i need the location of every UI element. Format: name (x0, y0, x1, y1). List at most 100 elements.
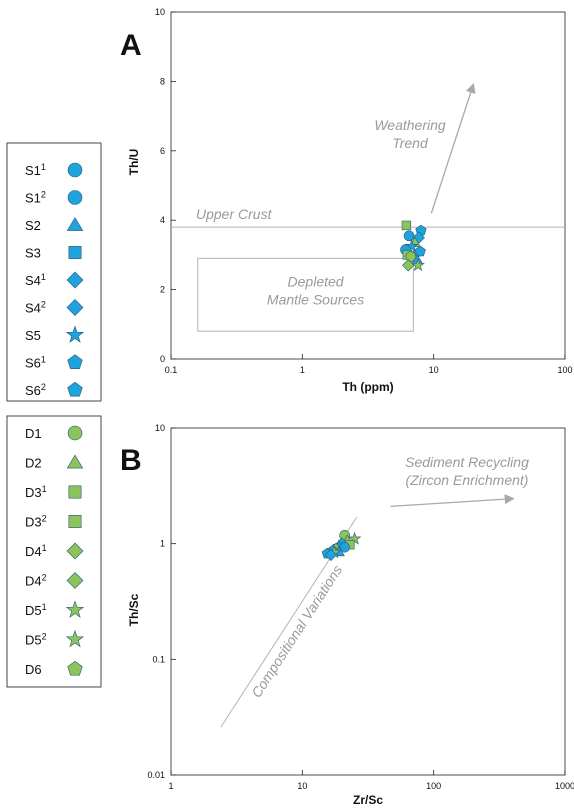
legend-item-label: S2 (25, 218, 41, 233)
legend-marker-circle (67, 425, 83, 441)
legend-marker-triangle (66, 217, 84, 231)
plot-a-ylabel: Th/U (127, 149, 141, 176)
legend-marker-diamond (66, 542, 84, 560)
upper-crust-label: Upper Crust (196, 206, 273, 222)
legend-marker-circle (67, 190, 83, 205)
legend-item-label: D51 (25, 602, 47, 618)
legend-item: S11 (25, 162, 83, 178)
legend-item: D42 (25, 572, 84, 589)
legend-item: D2 (25, 454, 84, 471)
plot-b-frame (170, 427, 566, 776)
weathering-trend-arrow (430, 82, 476, 214)
plot-b-xlabel: Zr/Sc (353, 793, 383, 807)
data-point-star (347, 531, 362, 545)
y-tick-label: 0.1 (152, 654, 165, 664)
legend-item-label: D6 (25, 662, 42, 677)
weathering-label-line1: Weathering (374, 117, 446, 133)
x-tick-label: 10 (429, 365, 439, 375)
legend-marker-star (65, 629, 85, 648)
legend-item: S5 (25, 325, 85, 343)
legend-marker-diamond (66, 572, 84, 589)
y-tick-label: 0.01 (147, 770, 165, 780)
data-point-diamond (324, 548, 338, 562)
legend-item: D52 (25, 629, 85, 648)
legend-item: S62 (25, 381, 83, 398)
depleted-label-line2: Mantle Sources (267, 291, 364, 307)
data-point-star (404, 239, 419, 253)
legend-item-label: D42 (25, 573, 47, 589)
y-tick-label: 6 (160, 146, 165, 156)
recycling-label-line2: (Zircon Enrichment) (406, 472, 529, 488)
x-tick-label: 1 (300, 365, 305, 375)
plot-a-xlabel: Th (ppm) (342, 380, 393, 394)
legend-marker-pentagon (67, 381, 83, 397)
data-point-star (411, 258, 425, 272)
legend-item-label: D2 (25, 456, 42, 471)
x-tick-label: 10 (297, 781, 307, 791)
weathering-label-line2: Trend (392, 135, 429, 151)
legend-item-label: S3 (25, 246, 41, 261)
legend-d-box (6, 415, 102, 688)
legend-marker-square (68, 485, 82, 499)
legend-item-label: D32 (25, 514, 47, 530)
legend-item-label: S11 (25, 162, 46, 178)
legend-item-label: S5 (25, 328, 41, 343)
legend-item-label: D52 (25, 632, 47, 648)
legend-marker-pentagon (67, 660, 83, 676)
legend-item-label: D41 (25, 543, 47, 559)
legend-item-label: S42 (25, 300, 46, 316)
data-point-circle (405, 251, 417, 262)
compositional-label: Compositional Variations (248, 562, 345, 700)
x-tick-label: 0.1 (165, 365, 178, 375)
panel-letter-a: A (120, 29, 142, 62)
legend-item: S42 (25, 298, 84, 317)
legend-marker-diamond (66, 298, 84, 317)
x-tick-label: 100 (426, 781, 441, 791)
legend-marker-star (65, 325, 85, 343)
plot-b-ylabel: Th/Sc (127, 593, 141, 626)
legend-item: S3 (25, 246, 82, 261)
legend-item-label: D31 (25, 484, 47, 500)
legend-marker-square (68, 246, 82, 259)
y-tick-label: 2 (160, 285, 165, 295)
y-tick-label: 10 (155, 423, 165, 433)
plot-a-frame (170, 11, 566, 360)
legend-item: D31 (25, 484, 82, 500)
recycling-trend-arrow (390, 494, 515, 508)
recycling-label-line1: Sediment Recycling (405, 454, 529, 470)
depleted-label-line1: Depleted (288, 273, 345, 289)
x-tick-label: 1000 (555, 781, 574, 791)
legend-marker-diamond (66, 271, 84, 289)
panel-letter-b: B (120, 444, 142, 477)
legend-item-label: S61 (25, 355, 46, 371)
legend-item-label: S62 (25, 382, 46, 398)
legend-item: D41 (25, 542, 84, 560)
x-tick-label: 100 (557, 365, 572, 375)
legend-marker-triangle (66, 454, 84, 469)
y-tick-label: 10 (155, 7, 165, 17)
y-tick-label: 1 (160, 539, 165, 549)
legend-item: S12 (25, 190, 83, 206)
y-tick-label: 8 (160, 76, 165, 86)
legend-s-box (6, 142, 102, 402)
data-point-pentagon (414, 245, 426, 257)
legend-item: D32 (25, 514, 82, 530)
legend-item: D1 (25, 425, 83, 441)
legend-item: S61 (25, 354, 83, 371)
legend-marker-circle (67, 162, 83, 178)
legend-marker-square (68, 515, 82, 528)
data-point-circle (403, 230, 415, 242)
legend-marker-star (65, 600, 85, 618)
depleted-mantle-box (197, 257, 414, 332)
y-tick-label: 4 (160, 215, 165, 225)
legend-item-label: S12 (25, 190, 46, 206)
legend-item: S41 (25, 271, 84, 289)
x-tick-label: 1 (168, 781, 173, 791)
legend-marker-pentagon (67, 354, 83, 370)
y-tick-label: 0 (160, 354, 165, 364)
legend-item-label: S41 (25, 272, 46, 288)
data-point-square (401, 220, 412, 231)
legend-item: D6 (25, 660, 83, 677)
legend-item-label: D1 (25, 426, 42, 441)
